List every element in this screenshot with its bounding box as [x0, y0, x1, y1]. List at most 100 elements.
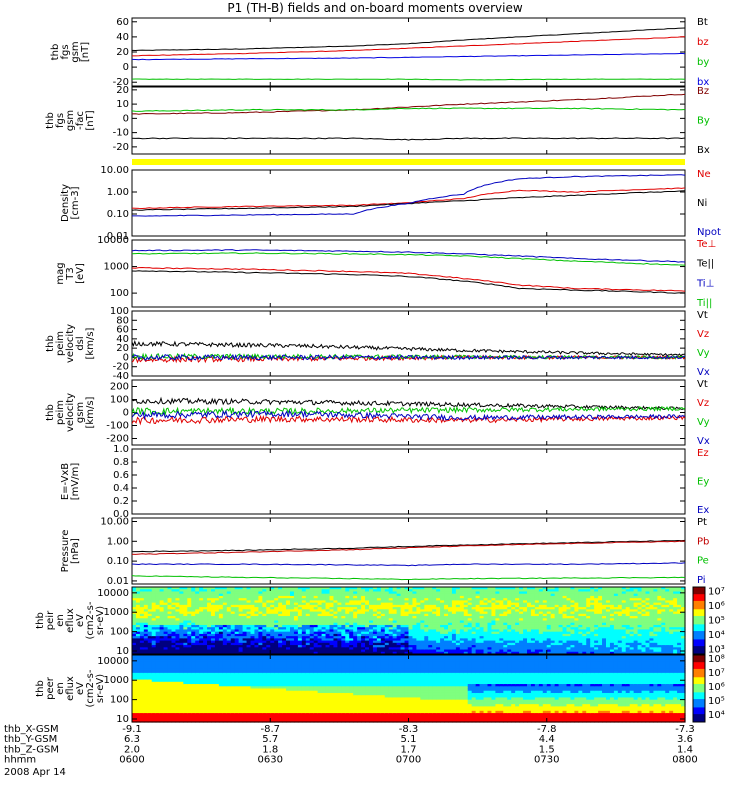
heatmap-cell [388, 642, 394, 646]
heatmap-cell [424, 600, 429, 604]
heatmap-cell [661, 640, 666, 644]
heatmap-cell [396, 618, 402, 622]
heatmap-cell [499, 604, 504, 608]
heatmap-cell [234, 645, 240, 648]
heatmap-cell [609, 631, 615, 635]
heatmap-cell [530, 593, 536, 597]
heatmap-cell [290, 602, 295, 606]
heatmap-cell [677, 642, 682, 646]
heatmap-cell [420, 633, 425, 637]
heatmap-cell [183, 649, 188, 653]
heatmap-cell [211, 649, 216, 653]
heatmap-cell [471, 609, 477, 613]
heatmap-cell [309, 636, 315, 639]
heatmap-cell [511, 607, 516, 610]
heatmap-cell [677, 633, 682, 637]
heatmap-cell [523, 609, 528, 613]
heatmap-cell [463, 624, 469, 628]
heatmap-cell [353, 636, 358, 639]
heatmap-cell [282, 640, 287, 644]
heatmap-cell [175, 681, 180, 685]
heatmap-cell [495, 616, 500, 619]
heatmap-cell [479, 613, 485, 617]
heatmap-cell [645, 640, 651, 644]
heatmap-cell [416, 631, 421, 635]
heatmap-cell [416, 629, 421, 633]
heatmap-cell [594, 587, 599, 590]
heatmap-cell [550, 651, 556, 655]
heatmap-cell [491, 587, 496, 590]
heatmap-cell [167, 675, 173, 678]
heatmap-cell [337, 651, 342, 655]
heatmap-cell [159, 672, 165, 676]
heatmap-cell [203, 595, 208, 599]
heatmap-cell [574, 595, 579, 599]
heatmap-cell [325, 609, 331, 613]
heatmap-cell [230, 604, 236, 608]
heatmap-cell [132, 679, 137, 683]
heatmap-cell [171, 649, 177, 653]
heatmap-cell [246, 618, 252, 622]
heatmap-cell [132, 627, 137, 631]
heatmap-cell [673, 598, 678, 601]
heatmap-cell [590, 633, 595, 637]
heatmap-cell [645, 642, 651, 646]
heatmap-cell [554, 591, 560, 595]
heatmap-cell [527, 638, 532, 642]
heatmap-cell [159, 659, 165, 663]
heatmap-cell [527, 629, 532, 633]
heatmap-cell [191, 638, 196, 642]
colorbar-segment [693, 612, 705, 615]
heatmap-cell [199, 589, 204, 593]
heatmap-cell [199, 609, 204, 613]
heatmap-cell [400, 613, 406, 617]
heatmap-cell [380, 631, 386, 635]
heatmap-cell [270, 591, 275, 595]
heatmap-cell [566, 604, 572, 608]
heatmap-cell [313, 627, 319, 631]
heatmap-cell [578, 631, 583, 635]
heatmap-cell [369, 611, 374, 615]
heatmap-cell [594, 640, 599, 644]
heatmap-cell [637, 627, 643, 631]
heatmap-cell [250, 616, 256, 619]
heatmap-cell [357, 591, 362, 595]
heatmap-cell [665, 589, 670, 593]
heatmap-cell [329, 589, 335, 593]
heatmap-cell [222, 627, 228, 631]
heatmap-cell [305, 602, 311, 606]
heatmap-cell [301, 587, 307, 590]
heatmap-cell [199, 624, 204, 628]
heatmap-cell [132, 677, 137, 681]
heatmap-cell [455, 636, 461, 639]
heatmap-cell [132, 692, 137, 696]
heatmap-cell [677, 624, 682, 628]
heatmap-cell [677, 609, 682, 613]
heatmap-cell [376, 638, 382, 642]
heatmap-cell [191, 587, 196, 590]
heatmap-cell [187, 642, 192, 646]
heatmap-cell [451, 638, 457, 642]
heatmap-cell [218, 616, 224, 619]
heatmap-cell [483, 591, 489, 595]
heatmap-cell [175, 675, 180, 678]
heatmap-cell [155, 600, 161, 604]
heatmap-cell [546, 600, 552, 604]
heatmap-cell [290, 593, 295, 597]
heatmap-cell [171, 663, 177, 667]
heatmap-cell [282, 624, 287, 628]
heatmap-cell [570, 647, 575, 651]
heatmap-cell [471, 607, 477, 610]
series-line-Te⊥ [132, 266, 685, 292]
heatmap-cell [448, 649, 453, 653]
heatmap-cell [566, 618, 572, 622]
heatmap-cell [629, 640, 635, 644]
heatmap-cell [293, 624, 299, 628]
heatmap-cell [645, 611, 651, 615]
heatmap-cell [617, 640, 623, 644]
heatmap-cell [135, 622, 141, 626]
heatmap-cell [530, 636, 536, 639]
heatmap-cell [479, 640, 485, 644]
heatmap-cell [448, 651, 453, 655]
heatmap-cell [507, 651, 512, 655]
